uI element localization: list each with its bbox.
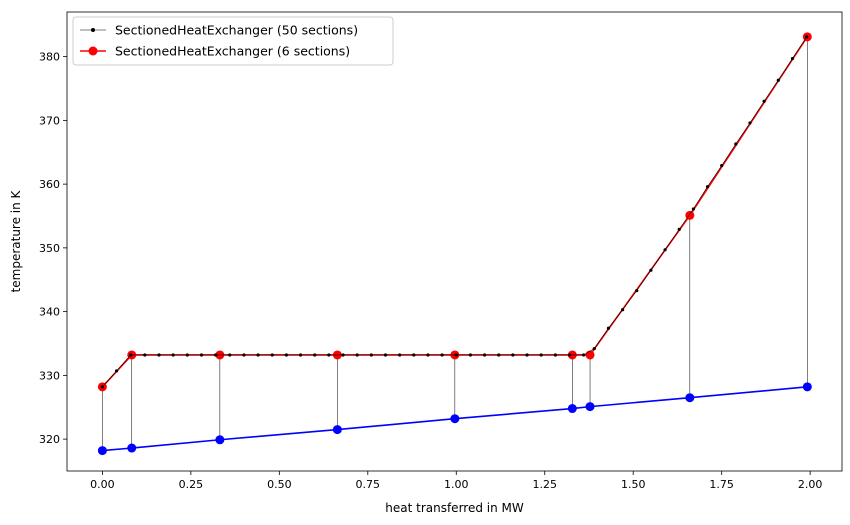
point-50-sections [256, 353, 260, 357]
legend-entry-50-sections: SectionedHeatExchanger (50 sections) [115, 23, 358, 38]
point-50-sections [539, 353, 543, 357]
x-tick-label: 1.00 [444, 478, 469, 491]
cold-stream-point [215, 435, 225, 445]
x-tick-label: 1.75 [709, 478, 734, 491]
y-tick-label: 350 [39, 242, 60, 255]
cold-stream-point [97, 446, 107, 456]
point-50-sections [748, 121, 752, 125]
point-50-sections [412, 353, 416, 357]
point-50-sections [157, 353, 161, 357]
x-tick-label: 1.25 [532, 478, 557, 491]
x-tick-label: 0.25 [179, 478, 204, 491]
x-tick-label: 0.75 [356, 478, 381, 491]
point-50-sections [313, 353, 317, 357]
point-50-sections [606, 326, 611, 330]
y-tick-label: 360 [39, 178, 60, 191]
point-50-sections [114, 369, 119, 373]
y-tick-label: 380 [39, 51, 60, 64]
point-50-sections [635, 288, 639, 293]
cold-stream-point [332, 425, 342, 435]
point-50-sections [355, 353, 359, 357]
y-tick-label: 320 [39, 433, 60, 446]
point-50-sections [497, 353, 501, 357]
point-50-sections [511, 353, 515, 357]
point-50-sections [805, 35, 809, 39]
cold-stream-point [802, 382, 812, 392]
cold-stream-point [685, 393, 695, 403]
x-tick-label: 0.00 [90, 478, 115, 491]
point-50-sections [143, 353, 147, 357]
point-50-sections [242, 353, 246, 357]
point-50-sections [468, 353, 473, 357]
cold-stream-point [127, 443, 137, 453]
point-50-sections [677, 227, 681, 231]
y-axis-label: temperature in K [9, 189, 23, 292]
legend-marker-6-sections [88, 46, 98, 56]
point-50-sections [553, 353, 557, 357]
point-50-sections [592, 347, 596, 351]
y-tick-label: 340 [39, 306, 60, 319]
x-axis-ticks: 0.00 0.25 0.50 0.75 1.00 1.25 1.50 1.75 2.00 [90, 471, 822, 491]
y-tick-label: 370 [39, 114, 60, 127]
point-50-sections [454, 353, 458, 357]
point-50-sections [383, 353, 388, 357]
point-50-sections [776, 78, 780, 82]
point-50-sections [440, 353, 444, 357]
point-50-sections [171, 353, 175, 357]
cold-stream-point [567, 404, 577, 414]
point-50-sections [567, 353, 572, 357]
legend-entry-6-sections: SectionedHeatExchanger (6 sections) [115, 44, 350, 59]
point-50-sections [720, 164, 724, 168]
point-50-sections [620, 308, 625, 312]
point-50-sections [762, 99, 766, 103]
point-50-sections [199, 353, 204, 357]
point-50-sections [129, 353, 133, 357]
point-50-sections [426, 353, 430, 357]
point-6-sections [585, 350, 595, 360]
legend-box [72, 16, 394, 66]
series-layer [97, 32, 812, 456]
x-tick-label: 2.00 [798, 478, 823, 491]
point-50-sections [398, 353, 402, 357]
y-tick-label: 330 [39, 369, 60, 382]
cold-stream-point [450, 414, 460, 424]
point-50-sections [369, 353, 373, 357]
point-50-sections [649, 268, 653, 272]
point-50-sections [270, 353, 274, 357]
point-50-sections [525, 353, 529, 357]
point-50-sections [663, 248, 667, 252]
x-axis-label: heat transferred in MW [385, 501, 524, 515]
point-50-sections [582, 353, 586, 357]
series-6-sections-line [101, 36, 808, 388]
point-50-sections [298, 353, 303, 357]
point-50-sections [327, 353, 331, 357]
plot-frame [66, 11, 843, 472]
point-50-sections [228, 353, 232, 357]
point-50-sections [100, 385, 104, 389]
point-50-sections [341, 353, 345, 357]
cold-stream-point [585, 402, 595, 412]
point-50-sections [482, 353, 487, 357]
point-50-sections [214, 353, 218, 357]
point-50-sections [705, 185, 710, 189]
point-50-sections [284, 353, 289, 357]
legend-marker-50-sections [91, 28, 95, 32]
point-50-sections [185, 353, 189, 357]
series-50-sections-line [102, 36, 807, 388]
point-50-sections [790, 56, 795, 61]
section-connector-lines [102, 36, 808, 451]
x-tick-label: 1.50 [621, 478, 646, 491]
x-tick-label: 0.50 [267, 478, 292, 491]
legend: SectionedHeatExchanger (50 sections) Sec… [72, 16, 394, 66]
point-50-sections [691, 207, 695, 211]
point-50-sections [734, 142, 738, 146]
y-axis-ticks: 320 330 340 350 360 370 380 [39, 51, 67, 446]
